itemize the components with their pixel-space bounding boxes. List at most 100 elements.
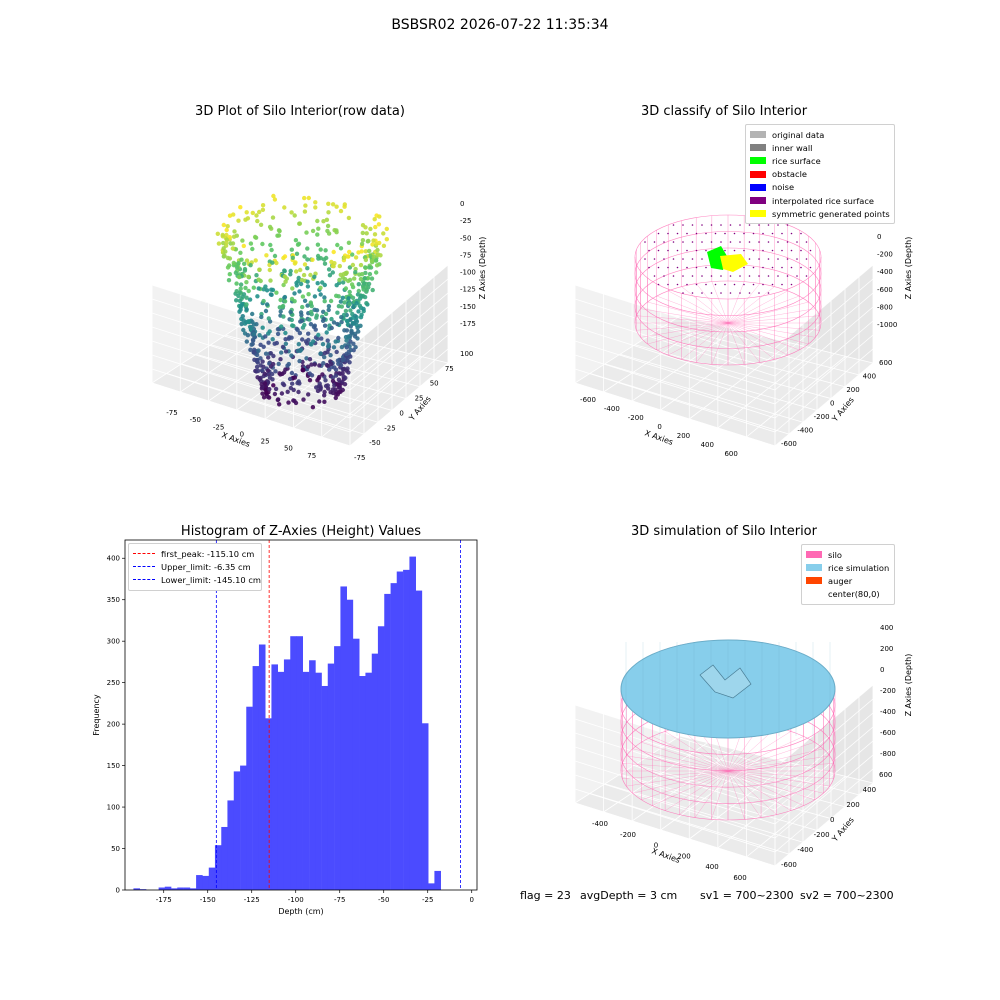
legend-label: auger bbox=[828, 575, 853, 586]
scan-point-bottom bbox=[300, 367, 306, 373]
silo-floor-spoke bbox=[727, 295, 800, 324]
scan-point bbox=[300, 337, 305, 342]
scan-point bbox=[364, 301, 369, 306]
interpolated-point bbox=[686, 283, 688, 286]
interpolated-point bbox=[748, 241, 751, 243]
scan-point bbox=[289, 370, 295, 376]
scan-point bbox=[324, 217, 330, 222]
scan-point bbox=[239, 321, 244, 327]
grid-line bbox=[774, 684, 874, 769]
scan-point bbox=[259, 314, 264, 320]
raw-x-tick: -75 bbox=[166, 409, 177, 417]
scan-point bbox=[285, 389, 290, 394]
scan-point bbox=[354, 301, 359, 306]
interpolated-point bbox=[653, 258, 656, 260]
interpolated-point bbox=[653, 241, 656, 243]
scan-point bbox=[289, 335, 294, 340]
scan-point bbox=[250, 210, 255, 216]
scan-point bbox=[241, 243, 246, 249]
y-tick-label: 100 bbox=[107, 804, 120, 812]
legend-label: center(80,0) bbox=[828, 589, 880, 600]
scan-point bbox=[344, 351, 349, 357]
scan-point bbox=[275, 327, 281, 332]
scan-point bbox=[347, 249, 352, 255]
scan-point bbox=[343, 308, 349, 314]
scan-point bbox=[287, 376, 293, 382]
interpolated-point bbox=[786, 258, 789, 260]
sim-x-tick: 0 bbox=[654, 842, 658, 850]
grid-line bbox=[574, 760, 776, 825]
silo-floor-spoke bbox=[681, 286, 729, 324]
raw-x-tick: -50 bbox=[190, 416, 201, 424]
histogram-bar bbox=[277, 671, 285, 890]
scan-point bbox=[262, 381, 268, 386]
silo-floor-spoke bbox=[711, 281, 729, 324]
interpolated-point bbox=[653, 275, 656, 277]
interpolated-point bbox=[805, 275, 808, 277]
histogram-bar bbox=[396, 571, 404, 890]
raw-z-tick: -150 bbox=[460, 303, 476, 311]
grid-line bbox=[236, 335, 338, 411]
grid-line bbox=[151, 382, 351, 447]
y-tick-label: 300 bbox=[107, 638, 120, 646]
scan-point bbox=[288, 268, 293, 274]
histogram-chart[interactable]: -175 -150 -125 -100 -75 -50 -25 0 0 50 100 150 200 25… bbox=[85, 535, 495, 920]
histogram-bar bbox=[189, 888, 197, 890]
scan-point bbox=[363, 265, 368, 270]
legend-entry: noise bbox=[750, 181, 890, 194]
cls-z-tick: -1000 bbox=[877, 321, 897, 329]
interpolated-point bbox=[790, 266, 793, 269]
silo-floor-spoke bbox=[727, 286, 775, 324]
scan-point bbox=[306, 337, 311, 343]
interpolated-point bbox=[752, 266, 755, 269]
scan-point bbox=[238, 282, 244, 287]
scan-point bbox=[293, 238, 299, 243]
scan-point bbox=[326, 307, 331, 313]
histogram-bar bbox=[283, 659, 291, 890]
scan-point bbox=[354, 323, 360, 328]
scan-point bbox=[366, 281, 372, 287]
grid-line bbox=[774, 698, 874, 783]
interpolated-point bbox=[790, 232, 793, 235]
grid-line bbox=[717, 769, 819, 849]
scan-point bbox=[325, 344, 331, 349]
sim-z-tick: -200 bbox=[880, 687, 896, 695]
sim-y-tick: 200 bbox=[846, 801, 859, 809]
scan-point bbox=[336, 389, 342, 395]
scan-point bbox=[215, 231, 220, 236]
simulation-3d-plot[interactable]: -400-2000200400600-600-400-2000200400600… bbox=[555, 550, 925, 880]
y-tick-label: 200 bbox=[107, 721, 120, 729]
sim-x-tick: 400 bbox=[705, 863, 718, 871]
interpolated-point bbox=[705, 249, 707, 252]
scan-point bbox=[367, 248, 372, 254]
classify-silo-wireframe bbox=[634, 214, 822, 366]
sim-x-tick: -400 bbox=[592, 820, 608, 828]
silo-floor-spoke bbox=[727, 283, 760, 324]
plot-frame bbox=[124, 539, 478, 891]
scan-point bbox=[330, 378, 336, 384]
scan-point bbox=[225, 255, 231, 261]
cls-z-tick: -200 bbox=[877, 251, 893, 259]
x-axis-label: Depth (cm) bbox=[278, 907, 323, 916]
legend-entry: rice surface bbox=[750, 154, 890, 167]
scan-point bbox=[326, 267, 332, 272]
interpolated-point bbox=[710, 224, 713, 226]
scan-point bbox=[225, 265, 231, 270]
scan-point bbox=[333, 395, 338, 401]
silo-floor-spoke bbox=[665, 770, 729, 811]
interpolated-point bbox=[691, 258, 694, 260]
interpolated-point bbox=[648, 266, 650, 269]
scan-point bbox=[325, 228, 330, 234]
x-tick-label: -50 bbox=[378, 896, 389, 904]
avg-depth-readout: avgDepth = 3 cm bbox=[580, 889, 678, 902]
interpolated-point bbox=[676, 249, 679, 252]
sim-x-tick: -200 bbox=[620, 831, 636, 839]
classify-plot-title: 3D classify of Silo Interior bbox=[640, 104, 808, 119]
raw-3d-plot[interactable]: -75-50-250255075100-75-50-2502550751000-… bbox=[130, 130, 500, 460]
interpolated-point bbox=[686, 232, 688, 235]
classify-3d-plot[interactable]: -600-400-2000200400600800-600-400-200020… bbox=[555, 130, 925, 460]
scan-point bbox=[310, 405, 316, 410]
scan-point bbox=[309, 303, 314, 309]
interpolated-point bbox=[663, 258, 665, 260]
scan-point bbox=[295, 242, 301, 247]
